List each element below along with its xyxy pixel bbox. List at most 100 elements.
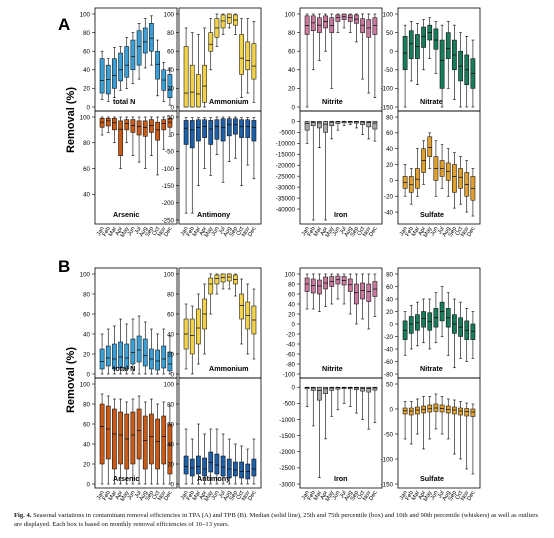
- box: [415, 406, 420, 415]
- month-label: Dec: [163, 490, 173, 502]
- box: [161, 119, 167, 131]
- month-label: Apr: [320, 490, 330, 501]
- y-tick-label: 50: [386, 381, 393, 388]
- subplot-frame: [178, 110, 262, 225]
- y-tick-label: -5000: [279, 130, 295, 137]
- month-label: Aug: [223, 490, 233, 502]
- month-label: Dec: [368, 490, 378, 502]
- month-label: Apr: [199, 226, 209, 237]
- subplot-nitrite: 0 20 40 60 80 100 Nitrite: [285, 7, 383, 112]
- y-tick-label: 60: [167, 421, 174, 428]
- y-tick-label: 0: [87, 104, 91, 111]
- box: [372, 17, 378, 35]
- series-name: Ammonium: [209, 97, 249, 106]
- y-tick-label: -2500: [279, 465, 295, 472]
- y-tick-label: -20: [286, 331, 296, 338]
- y-tick-label: -250: [162, 217, 175, 224]
- y-tick-label: -3000: [279, 481, 295, 488]
- y-tick-label: -1000: [279, 417, 295, 424]
- y-tick-label: 100: [164, 271, 175, 278]
- boxplot-figure: A Removal (%) 0 20 40 60 80 100 total N 0 20 40 60 80…: [58, 7, 481, 503]
- y-tick-label: 20: [288, 311, 295, 318]
- month-label: Sep: [350, 226, 360, 238]
- box: [421, 26, 426, 48]
- box: [118, 120, 123, 156]
- y-axis-label: Removal (%): [65, 347, 77, 413]
- month-label: Jun: [211, 226, 221, 237]
- box: [167, 351, 173, 372]
- box: [189, 458, 195, 477]
- box: [317, 121, 322, 129]
- subplot-nitrate: -80 -60 -40 -20 0 20 40 60 80 Nitrate: [384, 267, 481, 379]
- box: [124, 413, 130, 470]
- box: [208, 277, 214, 295]
- y-tick-label: 0: [390, 49, 394, 56]
- month-label: Dec: [163, 226, 173, 238]
- y-tick-label: 20: [167, 351, 174, 358]
- month-label: Feb: [102, 490, 112, 502]
- month-label: Jun: [332, 226, 342, 237]
- month-label: Apr: [115, 226, 125, 237]
- y-tick-label: 100: [80, 271, 91, 278]
- box: [245, 119, 251, 138]
- series-name: Nitrite: [322, 97, 343, 106]
- month-label: May: [120, 490, 131, 503]
- box: [220, 118, 226, 142]
- box: [142, 415, 148, 470]
- y-tick-label: 80: [83, 140, 90, 147]
- month-label: Jun: [127, 490, 137, 501]
- month-label: Oct: [455, 226, 465, 237]
- month-label: Mar: [313, 226, 323, 238]
- y-tick-label: 80: [167, 401, 174, 408]
- box: [317, 279, 322, 295]
- y-tick-label: 40: [167, 331, 174, 338]
- box: [112, 408, 117, 470]
- y-tick-label: -20: [384, 334, 394, 341]
- box: [105, 118, 111, 127]
- month-label: Nov: [157, 226, 167, 238]
- subplot-frame: [94, 377, 178, 489]
- box: [149, 23, 154, 52]
- y-tick-label: 100: [383, 11, 394, 18]
- box: [220, 273, 226, 283]
- y-tick-label: -100: [381, 456, 394, 463]
- series-name: Antimony: [197, 474, 230, 483]
- subplot-frame: [397, 110, 481, 225]
- month-label: Nov: [241, 490, 251, 502]
- box: [124, 46, 130, 78]
- series-name: Sulfate: [420, 210, 444, 219]
- box: [183, 455, 189, 475]
- y-tick-label: 0: [171, 481, 175, 488]
- y-tick-label: 100: [164, 381, 175, 388]
- box: [142, 27, 148, 54]
- box: [226, 13, 232, 24]
- y-tick-label: 20: [386, 309, 393, 316]
- box: [167, 423, 173, 475]
- y-tick-label: 0: [390, 178, 394, 185]
- month-label: Jul: [134, 226, 143, 235]
- month-label: May: [204, 490, 215, 503]
- month-label: Dec: [247, 226, 257, 238]
- box: [323, 121, 328, 133]
- box: [124, 119, 130, 131]
- month-label: Mar: [192, 490, 202, 502]
- month-label: Dec: [368, 226, 378, 238]
- month-label: Apr: [418, 490, 428, 501]
- box: [233, 118, 238, 135]
- box: [470, 323, 476, 340]
- box: [470, 408, 476, 417]
- box: [208, 32, 214, 52]
- y-tick-label: 40: [167, 67, 174, 74]
- month-label: Dec: [466, 226, 476, 238]
- month-label: Feb: [102, 226, 112, 238]
- month-label: Sep: [229, 490, 239, 502]
- box: [310, 278, 316, 294]
- y-tick-label: 60: [288, 291, 295, 298]
- month-label: May: [325, 490, 336, 503]
- month-label: Jul: [437, 490, 446, 499]
- y-tick-label: -20: [384, 194, 394, 201]
- y-tick-label: -100: [283, 371, 296, 378]
- box: [354, 386, 359, 391]
- y-tick-label: 60: [386, 284, 393, 291]
- subplot-nitrite: -100 -80 -60 -40 -20 0 20 40 60 80 100 Nitrite: [283, 267, 383, 379]
